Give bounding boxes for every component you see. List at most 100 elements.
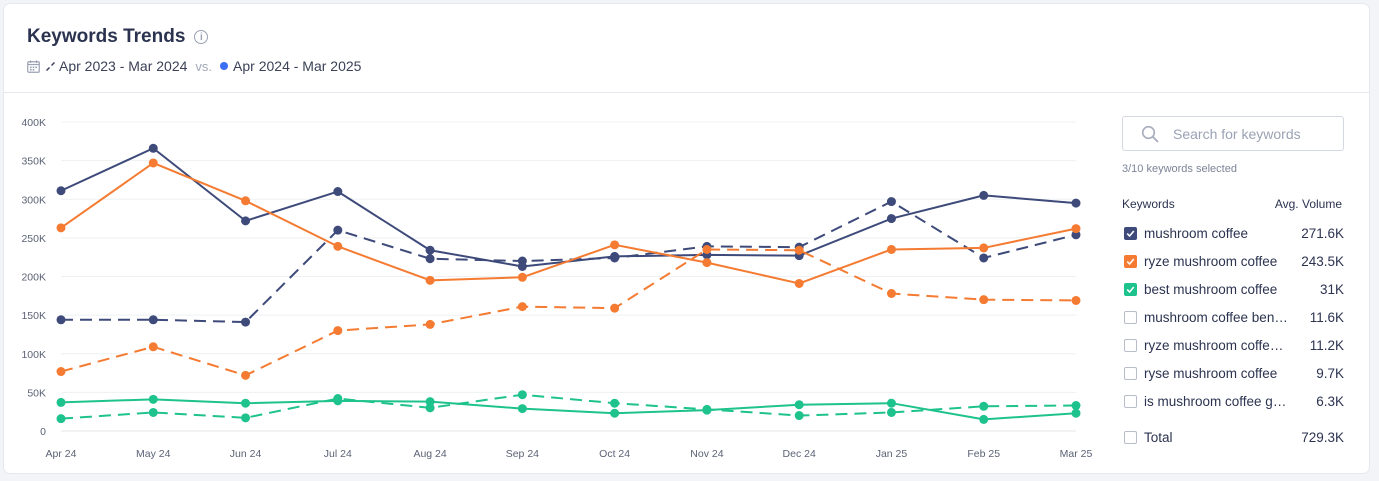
data-point-4 [241,398,251,408]
keyword-name: mushroom coffee bene… [1144,309,1288,325]
keyword-row[interactable]: ryze mushroom coffee … 11.2K [1122,331,1346,359]
data-point-4 [517,404,527,414]
total-checkbox[interactable] [1124,430,1137,444]
data-point-3 [702,244,712,254]
series-line-1 [61,200,1077,324]
keyword-row[interactable]: ryze mushroom coffee 243.5K [1122,247,1346,275]
series-line-4 [60,398,1077,421]
keyword-row[interactable]: best mushroom coffee 31K [1122,275,1346,303]
data-point-1 [241,317,251,327]
keyword-checkbox[interactable] [1124,310,1137,324]
y-tick-label: 0 [40,426,46,438]
series-line-5 [60,393,1077,420]
data-point-4 [794,400,804,410]
data-point-5 [425,403,435,413]
keyword-name: ryze mushroom coffee [1144,253,1278,269]
keyword-name: best mushroom coffee [1144,281,1278,297]
data-point-1 [979,253,989,263]
keyword-list: mushroom coffee 271.6K ryze mushroom coffe… [1122,219,1346,417]
data-point-2 [56,223,66,233]
data-point-4 [610,408,620,418]
data-point-1 [148,315,158,325]
x-tick-label: Jun 24 [230,448,262,460]
title-text: Keywords Trends [27,26,186,47]
dot-icon [220,62,229,70]
keyword-checkbox[interactable] [1124,338,1137,352]
x-tick-label: Nov 24 [690,448,723,460]
keyword-name: is mushroom coffee goo… [1144,393,1288,409]
data-point-3 [979,295,989,305]
data-point-2 [1071,224,1081,234]
data-point-4 [886,398,896,408]
data-point-3 [794,245,804,255]
series-line-3 [60,248,1077,377]
data-point-5 [794,411,804,421]
keyword-volume: 31K [1319,281,1344,297]
data-point-2 [886,244,896,254]
data-point-3 [241,370,251,380]
x-tick-label: Jan 25 [876,448,908,460]
data-point-2 [241,196,251,206]
y-tick-label: 250K [21,233,46,245]
keywords-trends-card: Keywords Trends i Apr 2023 - Mar 2024 vs… [4,4,1369,473]
keyword-volume: 9.7K [1316,365,1344,381]
data-point-4 [1071,408,1081,418]
data-point-3 [1071,295,1081,305]
keyword-row[interactable]: is mushroom coffee goo… 6.3K [1122,387,1346,415]
check-icon [1126,285,1135,293]
keyword-search[interactable] [1122,116,1344,151]
info-icon[interactable]: i [194,30,209,44]
data-point-5 [241,413,251,423]
data-point-1 [610,253,620,263]
keyword-checkbox[interactable] [1124,226,1137,240]
keyword-checkbox[interactable] [1124,254,1137,268]
search-input[interactable] [1171,124,1335,143]
data-point-1 [425,254,435,264]
data-point-2 [517,272,527,282]
x-tick-label: Sep 24 [506,448,539,460]
total-value: 729.3K [1301,429,1344,445]
data-point-0 [148,143,158,153]
y-tick-label: 150K [21,310,46,322]
data-point-3 [56,367,66,377]
keyword-row[interactable]: ryse mushroom coffee 9.7K [1122,359,1346,387]
data-point-5 [148,407,158,417]
total-row[interactable]: Total 729.3K [1122,423,1346,451]
data-point-2 [333,241,343,251]
x-tick-label: Oct 24 [599,448,630,460]
keyword-checkbox[interactable] [1124,282,1137,296]
period-comparison: Apr 2023 - Mar 2024 vs. Apr 2024 - Mar 2… [27,58,361,74]
data-point-3 [517,302,527,312]
data-point-5 [1071,401,1081,411]
card-title: Keywords Trends i [27,26,209,48]
keyword-name: mushroom coffee [1144,225,1249,241]
data-point-1 [886,197,896,207]
data-point-3 [886,288,896,298]
data-point-3 [610,303,620,313]
data-point-4 [148,394,158,404]
data-point-0 [241,216,251,226]
data-point-0 [56,186,66,196]
keyword-checkbox[interactable] [1124,366,1137,380]
search-icon [1141,125,1159,142]
data-point-0 [1071,198,1081,208]
calendar-icon [27,60,40,73]
data-point-1 [56,315,66,325]
y-tick-label: 50K [27,387,46,399]
check-icon [1126,229,1135,237]
keyword-name: ryse mushroom coffee [1144,365,1278,381]
x-tick-label: Aug 24 [413,448,446,460]
keyword-checkbox[interactable] [1124,394,1137,408]
x-tick-label: Dec 24 [783,448,816,460]
keyword-volume: 271.6K [1301,225,1344,241]
total-label: Total [1144,429,1173,445]
y-tick-label: 300K [21,194,46,206]
keyword-row[interactable]: mushroom coffee 271.6K [1122,219,1346,247]
keyword-panel: 3/10 keywords selected Keywords Avg. Vol… [1122,116,1346,451]
data-point-5 [333,394,343,404]
keyword-row[interactable]: mushroom coffee bene… 11.6K [1122,303,1346,331]
y-tick-label: 200K [21,272,46,284]
data-point-5 [517,390,527,400]
data-point-5 [610,398,620,408]
data-point-0 [979,190,989,200]
